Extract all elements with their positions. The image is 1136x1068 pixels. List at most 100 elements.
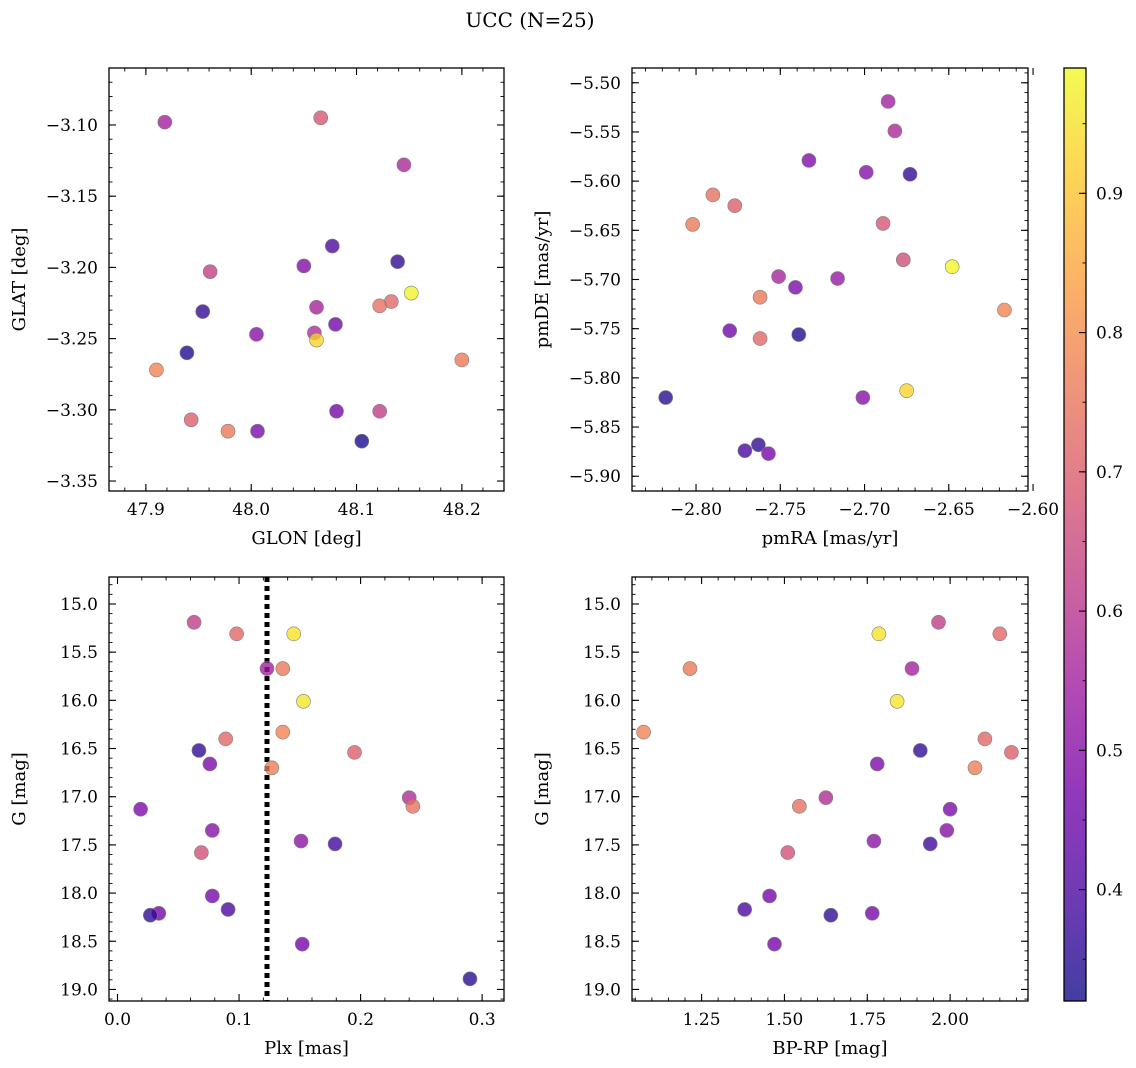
- x-tick-label: 0.1: [226, 1010, 253, 1030]
- scatter-point: [202, 756, 218, 772]
- y-tick-label: 18.0: [60, 884, 98, 904]
- x-tick-label: 1.25: [683, 1010, 721, 1030]
- y-tick-label: −5.85: [569, 418, 621, 438]
- x-axis-label: pmRA [mas/yr]: [762, 528, 899, 549]
- scatter-point: [875, 216, 891, 231]
- scatter-point: [751, 437, 766, 453]
- y-tick-label: −5.75: [569, 320, 621, 340]
- axes-frame: [631, 576, 1029, 1002]
- x-axis-label: Plx [mas]: [264, 1038, 349, 1059]
- scatter-panel-top-left: 47.9 48.0 48.1 48.2 −3.35 −3.30 −3.25 −3.20 −3.1…: [9, 67, 505, 549]
- scatter-point: [896, 252, 911, 268]
- scatter-panel-bottom-left: 0.0 0.1 0.2 0.3 15.0 15.5 16.0 16.5 17.0 17.5 18.0…: [9, 576, 505, 1059]
- scatter-point: [752, 289, 768, 305]
- scatter-point: [767, 936, 782, 952]
- scatter-point: [880, 94, 896, 109]
- scatter-point: [194, 845, 209, 860]
- y-tick-label: −3.35: [46, 472, 98, 492]
- y-tick-label: 16.0: [60, 691, 98, 711]
- scatter-point: [372, 403, 388, 419]
- y-axis-label: G [mag]: [532, 752, 553, 825]
- y-tick-label: 16.5: [583, 740, 621, 760]
- scatter-panel-top-right: −2.80 −2.75 −2.70 −2.65 −2.60 −5.90 −5.85 −5.80…: [532, 67, 1059, 549]
- scatter-point: [229, 626, 244, 642]
- colorbar-tick-label: 0.4: [1096, 881, 1123, 901]
- scatter-point: [823, 907, 839, 923]
- scatter-point: [372, 298, 388, 314]
- colorbar-gradient: [1064, 68, 1086, 1001]
- x-tick-label: 0.2: [347, 1010, 374, 1030]
- scatter-point: [462, 971, 478, 987]
- scatter-point: [727, 198, 743, 214]
- scatter-point: [904, 661, 920, 676]
- x-tick-label: 1.50: [766, 1010, 804, 1030]
- axes-frame: [108, 576, 505, 1002]
- y-tick-label: −3.30: [46, 401, 98, 421]
- colorbar-tick-label: 0.5: [1096, 741, 1123, 761]
- scatter-panel-bottom-right: 1.25 1.50 1.75 2.00 15.0 15.5 16.0 16.5 17.0 17.5…: [532, 576, 1029, 1059]
- scatter-point: [902, 166, 918, 182]
- scatter-point: [801, 153, 817, 168]
- panels: 47.9 48.0 48.1 48.2 −3.35 −3.30 −3.25 −3.20 −3.1…: [9, 67, 1059, 1059]
- scatter-point: [855, 390, 871, 405]
- scatter-point: [818, 790, 834, 805]
- y-tick-label: 16.5: [60, 740, 98, 760]
- scatter-point: [325, 238, 340, 254]
- scatter-point: [296, 258, 312, 274]
- scatter-point: [186, 614, 202, 630]
- scatter-point: [942, 801, 958, 817]
- x-tick-label: 2.00: [931, 1010, 969, 1030]
- y-tick-label: 18.5: [60, 932, 98, 952]
- scatter-point: [195, 304, 211, 319]
- scatter-point: [977, 731, 993, 747]
- scatter-point: [682, 661, 698, 676]
- x-tick-label: 0.0: [104, 1010, 131, 1030]
- scatter-point: [293, 833, 309, 849]
- y-axis-label: pmDE [mas/yr]: [532, 211, 553, 349]
- x-tick-label: 47.9: [127, 500, 165, 520]
- y-tick-label: −5.70: [569, 271, 621, 291]
- scatter-point: [791, 327, 807, 342]
- scatter-point: [939, 823, 955, 838]
- scatter-point: [405, 799, 421, 814]
- scatter-point: [705, 187, 721, 203]
- scatter-point: [296, 694, 311, 709]
- y-tick-label: 19.0: [60, 980, 98, 1000]
- minor-ticks: [109, 67, 505, 491]
- colorbar: 0.4 0.5 0.6 0.7 0.8 0.9: [1063, 67, 1123, 1002]
- scatter-point: [149, 362, 164, 378]
- x-axis-label: BP-RP [mag]: [772, 1038, 887, 1059]
- x-tick-label: 48.2: [443, 500, 481, 520]
- y-tick-label: −3.15: [46, 187, 98, 207]
- colorbar-frame: [1063, 67, 1087, 1002]
- y-tick-label: 19.0: [583, 980, 621, 1000]
- scatter-point: [220, 902, 236, 917]
- scatter-point: [354, 433, 370, 449]
- y-tick-label: −5.80: [569, 369, 621, 389]
- scatter-point: [992, 626, 1008, 642]
- scatter-point: [294, 936, 310, 952]
- scatter-point: [404, 285, 419, 301]
- scatter-point: [899, 383, 914, 398]
- scatter-point: [309, 299, 324, 315]
- scatter-point: [264, 760, 280, 776]
- scatter-point: [780, 845, 796, 860]
- y-tick-label: 17.5: [583, 836, 621, 856]
- scatter-point: [191, 743, 207, 758]
- scatter-point: [871, 626, 887, 642]
- scatter-point: [157, 114, 173, 130]
- y-tick-label: 15.0: [583, 595, 621, 615]
- y-tick-label: −3.25: [46, 330, 98, 350]
- scatter-point: [220, 423, 236, 439]
- scatter-point: [771, 269, 786, 284]
- scatter-point: [913, 743, 928, 758]
- y-tick-label: −3.20: [46, 258, 98, 278]
- colorbar-tick-label: 0.8: [1096, 324, 1123, 344]
- x-tick-label: −2.75: [754, 500, 806, 520]
- scatter-point: [864, 906, 880, 921]
- scatter-point: [328, 317, 343, 332]
- scatter-point: [396, 157, 412, 173]
- x-tick-label: −2.70: [838, 500, 890, 520]
- y-tick-label: 18.0: [583, 884, 621, 904]
